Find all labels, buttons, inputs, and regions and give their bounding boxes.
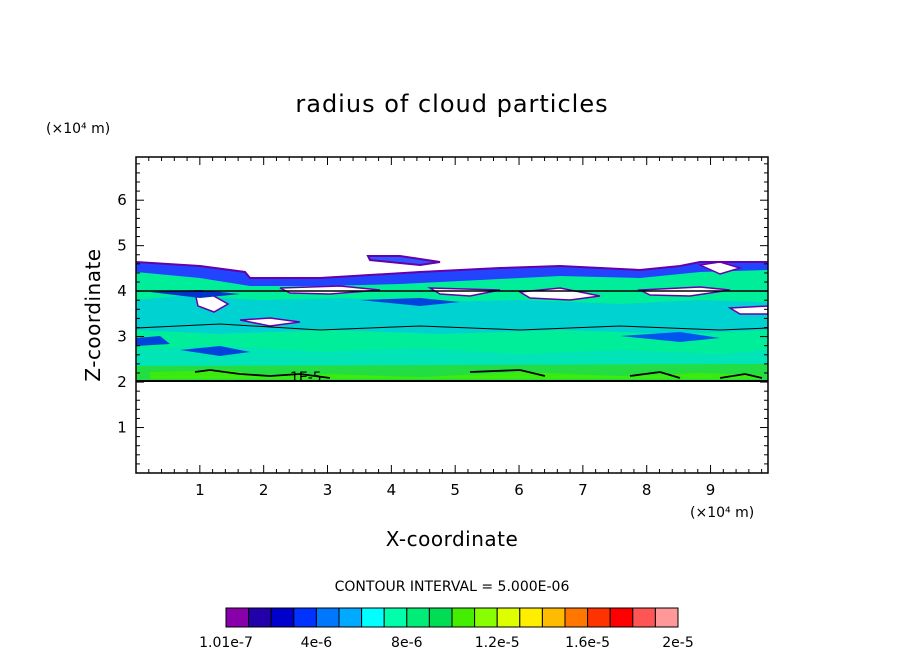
colorbar-swatch [474,607,498,628]
colorbar-swatch [654,607,679,628]
colorbar-swatch [451,607,476,628]
contour-line [136,323,768,331]
x-tick-label: 7 [578,481,588,499]
contour-line [629,371,681,379]
cloud-gap [279,285,381,295]
y-tick-label: 6 [117,191,127,209]
colorbar-swatch [564,607,589,628]
contour-line [194,369,331,379]
cloud-streak [620,332,720,342]
chart-title: radius of cloud particles [295,90,608,118]
x-tick-label: 8 [642,481,652,499]
x-tick-label: 1 [195,481,205,499]
y-tick-label: 3 [117,328,127,346]
colorbar-tick-label: 1.01e-7 [199,635,253,651]
y-tick-label: 5 [117,237,127,255]
colorbar-swatch [315,607,340,628]
colorbar-labels: 1.01e-7 4e-6 8e-6 1.2e-5 1.6e-5 2e-5 [199,635,694,651]
cloud-streak [180,346,250,356]
contour-interval-text: CONTOUR INTERVAL = 5.000E-06 [335,579,570,595]
x-tick-label: 9 [706,481,716,499]
colorbar-swatch [632,607,656,628]
y-unit-label: (×10⁴ m) [46,121,110,137]
cloud-patch-top [366,255,441,267]
x-unit-label: (×10⁴ m) [690,505,754,521]
colorbar-swatch [270,607,295,628]
cloud-base-core [150,370,760,379]
contour-line [469,369,546,377]
plot-frame [135,156,769,474]
cloud-gap [727,305,768,315]
y-axis-label: Z-coordinate [81,248,105,381]
colorbar-swatch [541,607,566,628]
cloud-top-rim [136,262,768,286]
colorbar-tick-label: 1.2e-5 [475,635,520,651]
colorbar-swatch [383,607,408,628]
x-tick-label: 3 [323,481,333,499]
colorbar-swatch [225,607,250,628]
colorbar-swatch [587,607,611,628]
x-tick-label: 6 [514,481,524,499]
contour-line [719,373,763,379]
colorbar-tick-label: 1.6e-5 [565,635,610,651]
x-tick-label: 2 [259,481,269,499]
axis-tick-labels: 1 2 3 4 5 6 7 8 9 1 2 3 4 5 6 [117,191,715,499]
y-tick-label: 2 [117,373,127,391]
axis-ticks [136,157,768,473]
colorbar [225,607,679,628]
colorbar-tick-label: 8e-6 [391,635,423,651]
cloud-gap [239,317,301,327]
colorbar-swatch [361,607,385,628]
colorbar-swatch [519,607,543,628]
cloud-streak [150,290,240,298]
colorbar-swatch [248,607,272,628]
colorbar-tick-label: 4e-6 [301,635,333,651]
cloud-band-mid [136,296,768,334]
y-tick-label: 4 [117,282,127,300]
cloud-band-low [136,346,768,370]
colorbar-swatch [609,607,634,628]
cloud-field: 1E-5 [136,255,768,386]
x-tick-label: 4 [387,481,397,499]
x-tick-label: 5 [450,481,460,499]
contour-label: 1E-5 [290,370,322,386]
colorbar-swatch [496,607,521,628]
colorbar-tick-label: 2e-5 [662,635,693,651]
colorbar-swatch [293,607,317,628]
cloud-streak [136,336,170,346]
cloud-top-outline [136,261,768,279]
cloud-streak [360,298,460,306]
cloud-gap [427,287,501,297]
y-tick-label: 1 [117,419,127,437]
colorbar-swatch [338,607,363,628]
colorbar-swatch [428,607,453,628]
x-axis-label: X-coordinate [386,527,519,551]
colorbar-swatch [406,607,430,628]
